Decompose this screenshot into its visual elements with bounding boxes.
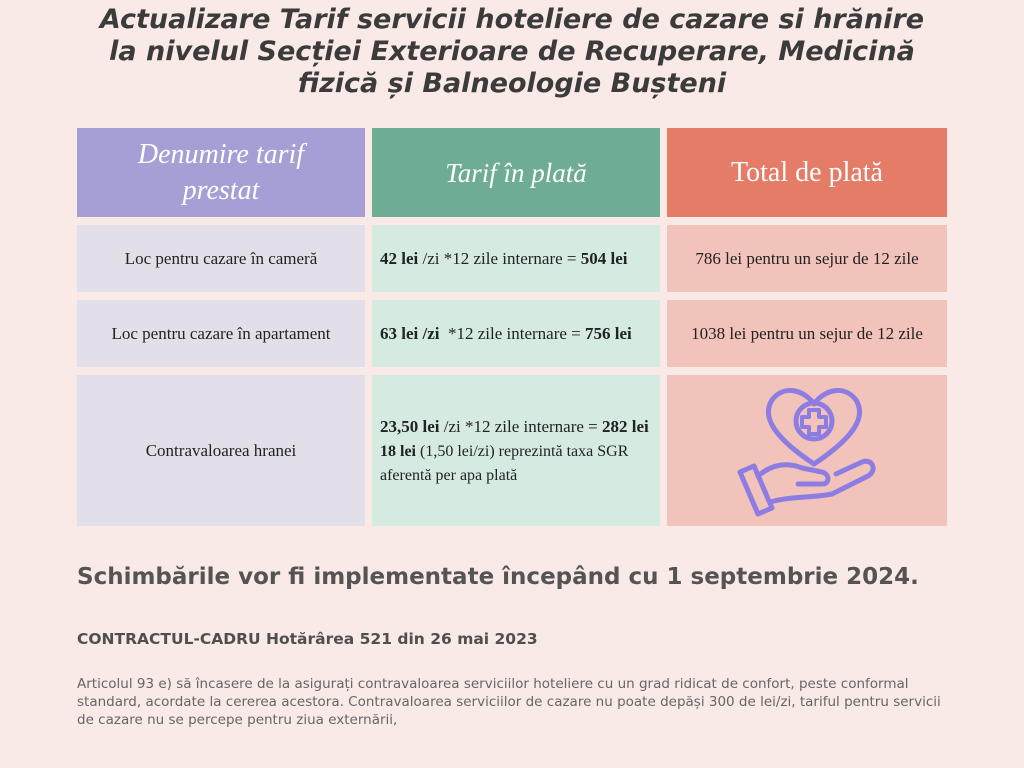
notice: Schimbările vor fi implementate începând… [77, 564, 919, 590]
tariff-paragraph: 42 lei /zi *12 zile internare = 504 lei [380, 246, 628, 272]
tariff-paragraph: 63 lei /zi *12 zile internare = 756 lei [380, 321, 632, 347]
column-header: Denumire tarif prestat [77, 128, 365, 217]
tariff-paragraph: 23,50 lei /zi *12 zile internare = 282 l… [380, 414, 649, 440]
tariff-cell: 23,50 lei /zi *12 zile internare = 282 l… [372, 375, 660, 526]
tariff-text: /zi *12 zile internare = [439, 416, 603, 436]
tariff-cell: 63 lei /zi *12 zile internare = 756 lei [372, 300, 660, 367]
tariff-text: 63 lei /zi [380, 323, 440, 343]
tariff-text: 282 lei [602, 416, 649, 436]
total-cell: 1038 lei pentru un sejur de 12 zile [667, 300, 947, 367]
column-header: Total de plată [667, 128, 947, 217]
law-heading: CONTRACTUL-CADRU Hotărârea 521 din 26 ma… [77, 630, 538, 648]
tariff-table: Denumire tarif prestat Tarif în plată Tota… [77, 128, 947, 526]
title-line: fizică și Balneologie Bușteni [297, 68, 727, 99]
tariff-text: *12 zile internare = [439, 323, 586, 343]
title-line: la nivelul Secției Exterioare de Recuper… [109, 36, 915, 67]
tariff-cell: 42 lei /zi *12 zile internare = 504 lei [372, 225, 660, 292]
tariff-text: 756 lei [585, 323, 632, 343]
tariff-text: 18 lei [380, 442, 416, 460]
tariff-text: 504 lei [580, 248, 628, 268]
tariff-text: (1,50 lei/zi) reprezintă taxa SGR aferen… [380, 442, 633, 484]
total-cell [667, 375, 947, 526]
service-name: Loc pentru cazare în cameră [77, 225, 365, 292]
title-line: Actualizare Tarif servicii hoteliere de … [99, 4, 925, 35]
tariff-paragraph: 18 lei (1,50 lei/zi) reprezintă taxa SGR… [380, 440, 652, 488]
service-name: Contravaloarea hranei [77, 375, 365, 526]
total-cell: 786 lei pentru un sejur de 12 zile [667, 225, 947, 292]
care-icon [737, 387, 876, 516]
tariff-text: 23,50 lei [380, 416, 440, 436]
column-header: Tarif în plată [372, 128, 660, 217]
service-name: Loc pentru cazare în apartament [77, 300, 365, 367]
tariff-text: 42 lei [380, 248, 419, 268]
title: Actualizare Tarif servicii hoteliere de … [0, 4, 1024, 100]
law-body: Articolul 93 e) să încasere de la asigur… [77, 676, 941, 728]
tariff-text: /zi *12 zile internare = [418, 248, 581, 268]
